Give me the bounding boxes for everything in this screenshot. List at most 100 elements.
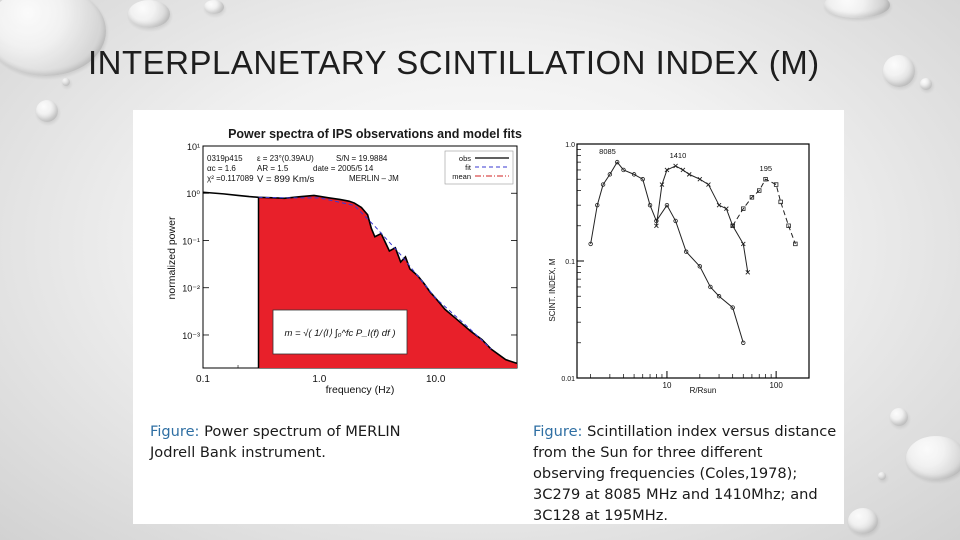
water-drop bbox=[920, 78, 932, 90]
formula-frame bbox=[272, 309, 408, 355]
data-point bbox=[614, 159, 620, 165]
trend-curve-195 bbox=[732, 178, 796, 245]
data-point bbox=[793, 241, 798, 247]
data-point bbox=[683, 249, 689, 254]
data-point bbox=[716, 294, 722, 299]
y-tick-label: 10⁻² bbox=[182, 284, 200, 294]
data-point bbox=[673, 218, 678, 224]
info-source: 0319p415 bbox=[207, 154, 243, 163]
curve-label-1410: 1410 bbox=[670, 151, 687, 160]
chart-legend: obs fit mean bbox=[444, 150, 514, 185]
y-axis-label: SCINT. INDEX, M bbox=[548, 258, 557, 321]
left-figure-caption: Figure: Power spectrum of MERLIN Jodrell… bbox=[150, 421, 450, 463]
data-point bbox=[680, 167, 686, 173]
data-point bbox=[740, 241, 746, 247]
x-tick-label: 10.0 bbox=[426, 374, 446, 385]
formula-box: m = √( 1/⟨I⟩ ∫₀^fc P_I(f) df ) bbox=[272, 309, 408, 355]
water-drop bbox=[204, 0, 224, 14]
water-drop bbox=[128, 0, 170, 28]
water-drop bbox=[824, 0, 890, 18]
data-point bbox=[724, 206, 729, 212]
y-tick-label: 1.0 bbox=[565, 142, 575, 149]
x-tick-label: 100 bbox=[769, 381, 783, 390]
data-point bbox=[631, 172, 637, 177]
data-point bbox=[786, 223, 791, 228]
data-point bbox=[763, 177, 768, 182]
data-point bbox=[600, 182, 606, 187]
y-tick-label: 10⁻¹ bbox=[182, 236, 200, 246]
y-tick-label: 10⁰ bbox=[186, 189, 200, 199]
y-tick-label: 10¹ bbox=[187, 142, 200, 152]
formula-text: m = √( 1/⟨I⟩ ∫₀^fc P_I(f) df ) bbox=[284, 328, 395, 339]
slide-title: INTERPLANETARY SCINTILLATION INDEX (M) bbox=[88, 44, 820, 81]
plot-frame bbox=[576, 143, 810, 379]
data-point bbox=[708, 284, 713, 290]
water-drop bbox=[878, 472, 886, 480]
y-tick-label: 0.1 bbox=[565, 259, 575, 266]
y-tick-label: 0.01 bbox=[561, 376, 575, 383]
trend-curve-8085 bbox=[590, 161, 744, 343]
data-point bbox=[697, 264, 703, 269]
data-point bbox=[664, 167, 670, 173]
data-point bbox=[621, 167, 626, 173]
legend-box bbox=[444, 150, 514, 185]
x-axis-label: frequency (Hz) bbox=[326, 384, 395, 396]
data-point bbox=[588, 241, 593, 247]
info-sn: S/N = 19.9884 bbox=[336, 154, 388, 163]
caption-text: Power spectrum of MERLIN Jodrell Bank in… bbox=[150, 423, 401, 461]
caption-label: Figure: bbox=[150, 423, 200, 440]
data-point bbox=[697, 176, 703, 182]
x-axis-label: R/Rsun bbox=[690, 386, 717, 395]
caption-text: Scintillation index versus distance from… bbox=[533, 423, 837, 524]
data-point bbox=[773, 182, 779, 187]
data-point bbox=[716, 202, 722, 208]
data-point bbox=[686, 172, 692, 177]
data-point bbox=[749, 195, 755, 200]
data-point bbox=[595, 202, 600, 208]
x-tick-label: 1.0 bbox=[312, 374, 326, 385]
info-station: MERLIN – JM bbox=[349, 174, 399, 183]
data-point bbox=[745, 270, 751, 275]
info-chi: χ² =0.117089 bbox=[207, 174, 254, 183]
data-point bbox=[647, 202, 653, 208]
info-ar: AR = 1.5 bbox=[257, 164, 289, 173]
water-drop bbox=[36, 100, 58, 122]
curve-label-195: 195 bbox=[760, 164, 773, 173]
chart-title: Power spectra of IPS observations and mo… bbox=[228, 127, 522, 141]
data-point bbox=[757, 188, 762, 193]
data-point bbox=[741, 206, 746, 211]
data-point bbox=[778, 199, 783, 205]
data-point bbox=[673, 163, 678, 169]
data-point bbox=[640, 177, 645, 182]
x-tick-label: 0.1 bbox=[196, 374, 210, 385]
x-tick-label: 10 bbox=[663, 381, 672, 390]
info-alpha: αc = 1.6 bbox=[207, 164, 236, 173]
water-drop bbox=[906, 436, 960, 480]
power-spectrum-chart: Power spectra of IPS observations and mo… bbox=[166, 127, 522, 396]
legend-label-obs: obs bbox=[459, 154, 471, 163]
figure-panel: Power spectra of IPS observations and mo… bbox=[133, 110, 844, 524]
data-point bbox=[730, 223, 735, 228]
data-point bbox=[664, 202, 670, 208]
y-tick-label: 10⁻³ bbox=[182, 331, 200, 341]
data-point bbox=[654, 223, 659, 229]
axis-ticks: 10 100 1.0 0.1 0.01 bbox=[561, 142, 783, 390]
scintillation-index-chart: 10 100 1.0 0.1 0.01 8085 1410 195 R/Rsun SCINT… bbox=[548, 142, 810, 395]
water-drop bbox=[62, 78, 70, 86]
legend-label-fit: fit bbox=[465, 163, 472, 172]
water-drop bbox=[883, 55, 915, 87]
scatter-series: 8085 1410 195 bbox=[588, 147, 798, 345]
right-figure-caption: Figure: Scintillation index versus dista… bbox=[533, 421, 839, 526]
series-fit-line bbox=[258, 196, 492, 350]
y-axis-label: normalized power bbox=[166, 216, 178, 299]
data-point bbox=[730, 305, 735, 310]
info-velocity: V = 899 Km/s bbox=[257, 174, 315, 185]
water-drop bbox=[890, 408, 908, 426]
info-date: date = 2005/5 14 bbox=[313, 164, 374, 173]
data-point bbox=[659, 182, 665, 187]
water-drop bbox=[848, 508, 878, 534]
curve-label-8085: 8085 bbox=[599, 147, 616, 156]
data-point bbox=[741, 340, 746, 345]
caption-label: Figure: bbox=[533, 423, 583, 440]
data-point bbox=[706, 182, 711, 187]
